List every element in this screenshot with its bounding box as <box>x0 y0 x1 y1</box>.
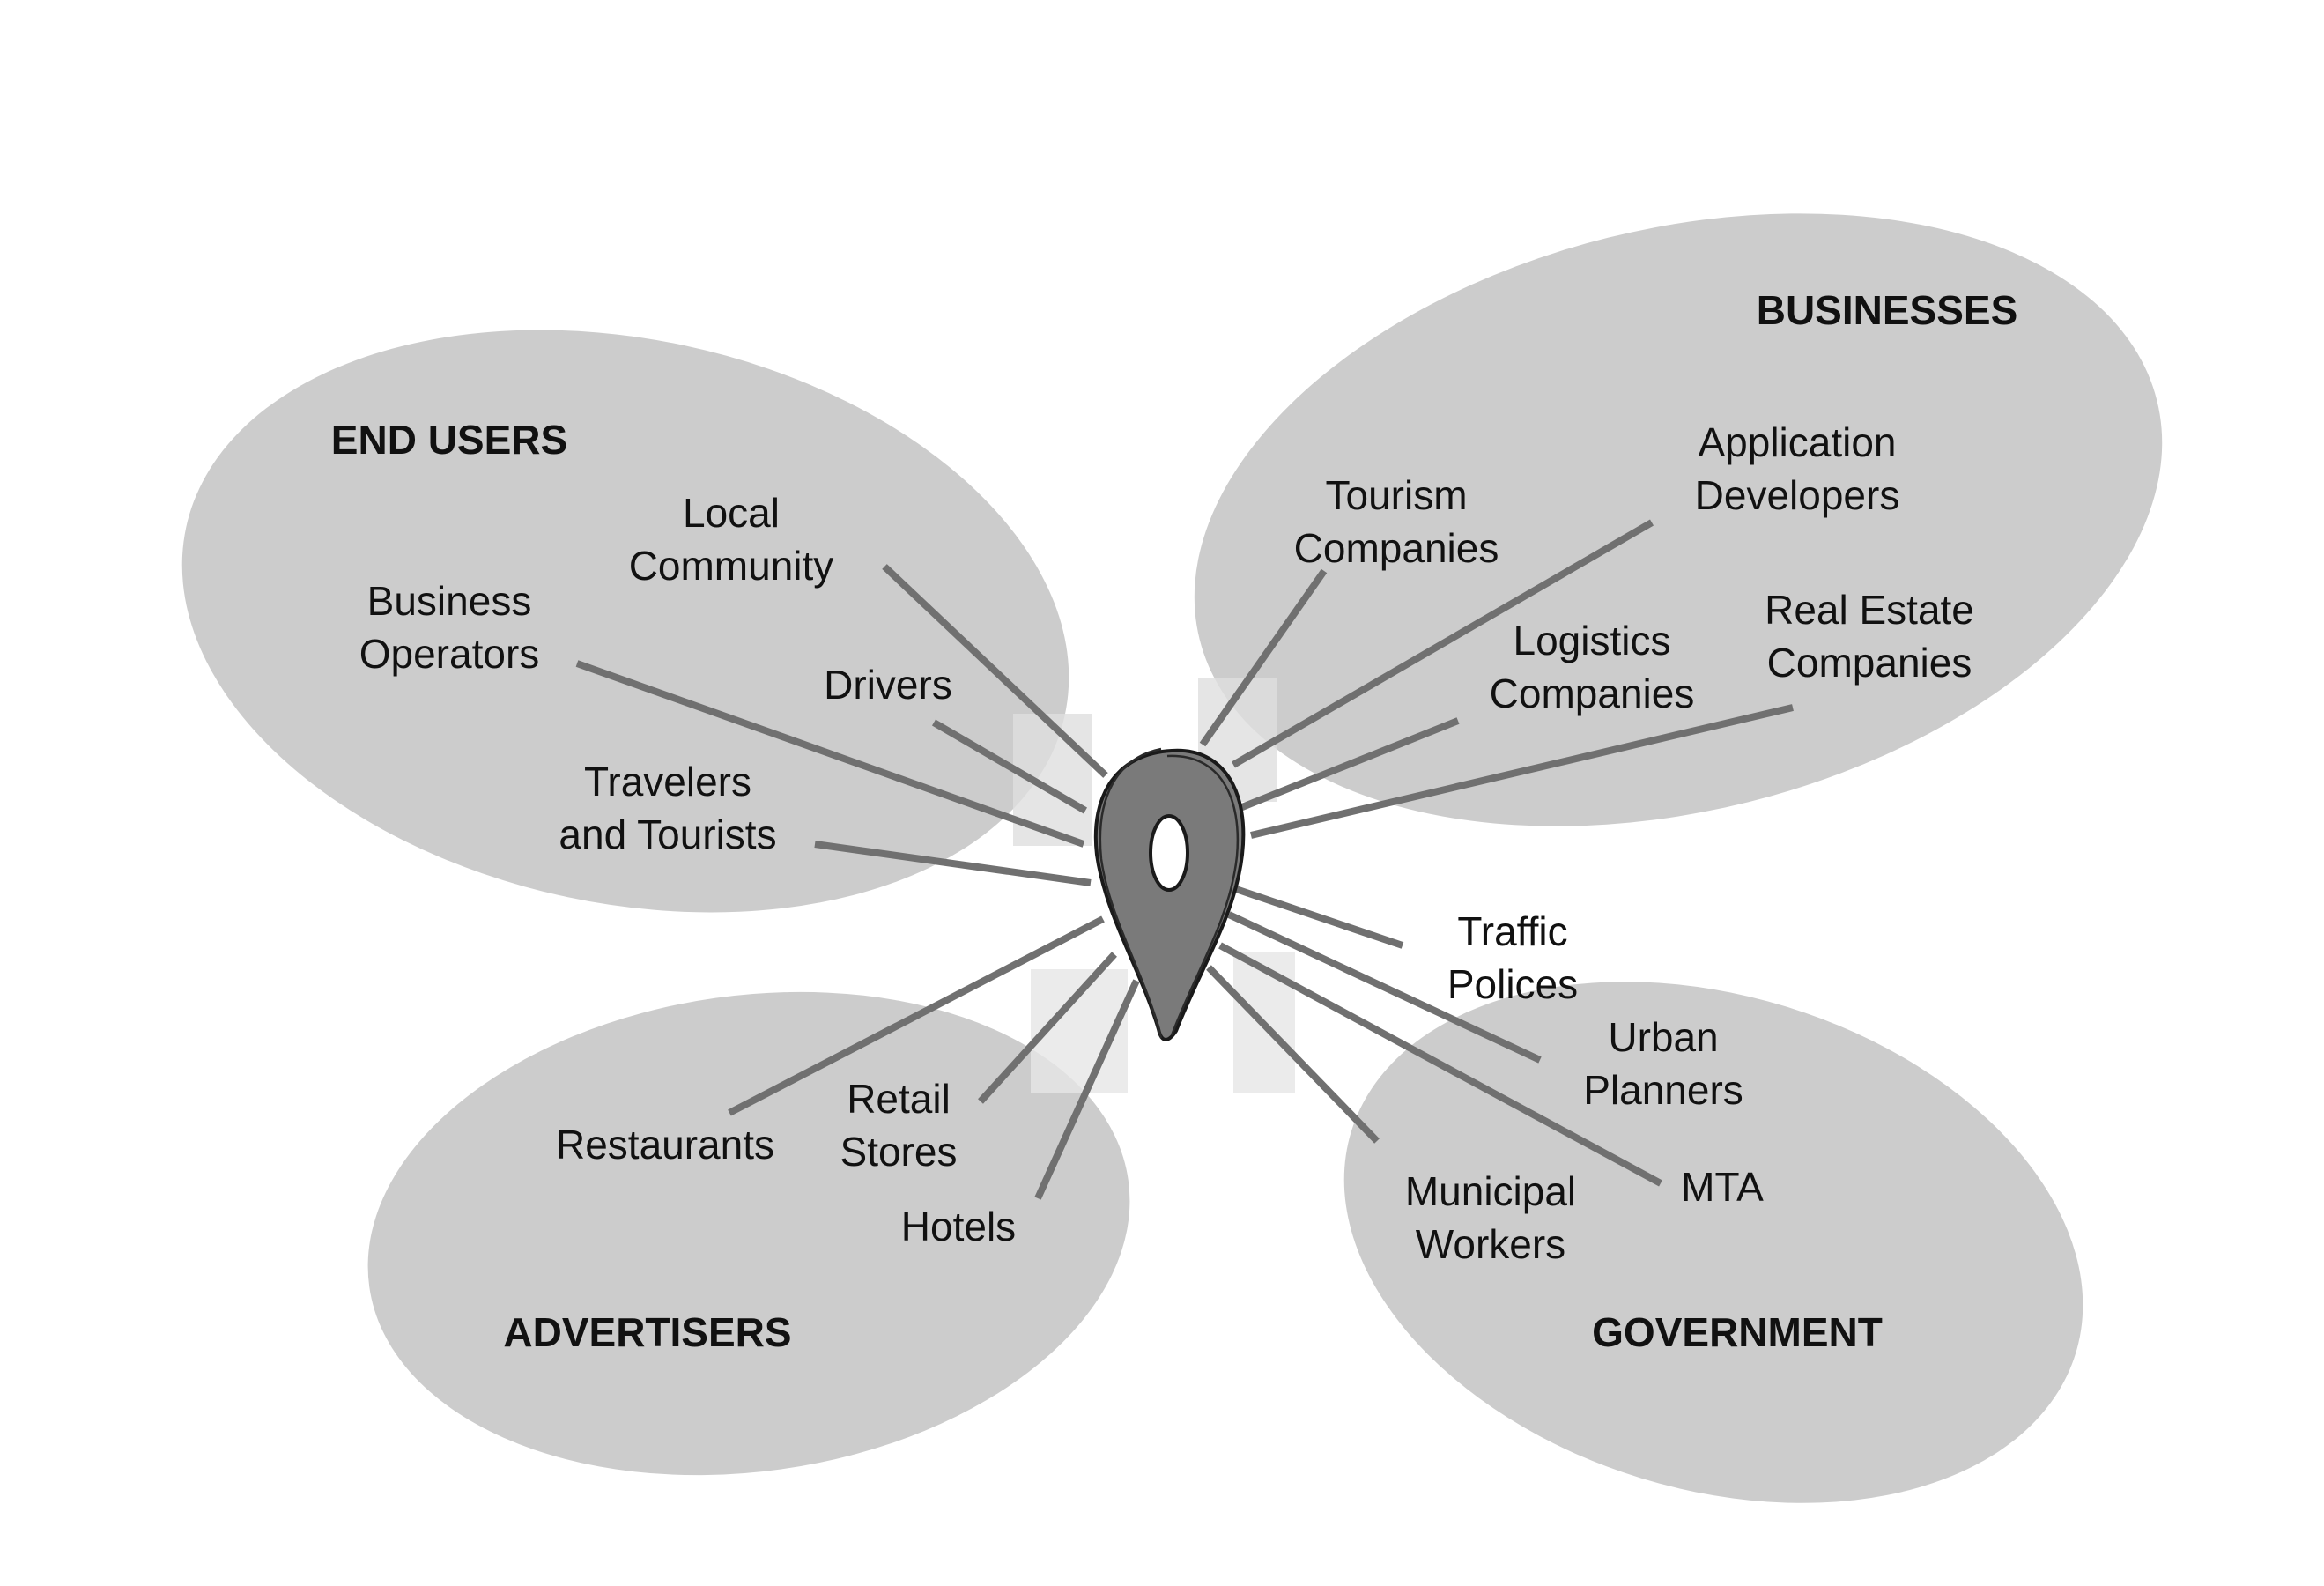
label-community: Community <box>629 543 834 589</box>
label-municipal: Municipal <box>1405 1168 1576 1214</box>
advertisers-petal <box>367 991 1130 1476</box>
label-logistics-companies: Companies <box>1490 671 1695 716</box>
label-retail: Retail <box>847 1076 951 1122</box>
spoke-restaurants <box>728 915 1105 1116</box>
label-tourism-companies: Companies <box>1294 525 1499 571</box>
spoke-application-developers <box>1231 519 1654 768</box>
spokes <box>575 519 1794 1200</box>
end-users-petal <box>181 330 1069 913</box>
government-title: GOVERNMENT <box>1592 1309 1883 1355</box>
spoke-urban-planners <box>1227 911 1542 1064</box>
label-workers: Workers <box>1416 1221 1565 1267</box>
label-tourism: Tourism <box>1325 472 1467 518</box>
label-mta: MTA <box>1681 1164 1764 1210</box>
label-travelers: Travelers <box>584 759 751 804</box>
label-local: Local <box>683 490 780 536</box>
spoke-traffic-polices <box>1232 885 1404 949</box>
label-developers: Developers <box>1695 472 1900 518</box>
label-real-estate: Real Estate <box>1765 587 1974 633</box>
label-real-estate-companies: Companies <box>1767 640 1972 686</box>
label-business: Business <box>367 578 532 624</box>
label-operators: Operators <box>359 631 540 677</box>
label-logistics: Logistics <box>1514 618 1671 663</box>
label-polices: Polices <box>1447 961 1578 1007</box>
label-stores: Stores <box>840 1129 958 1175</box>
label-restaurants: Restaurants <box>556 1122 774 1167</box>
label-and-tourists: and Tourists <box>559 812 776 857</box>
spoke-logistics-companies <box>1236 717 1460 812</box>
spoke-mta <box>1218 942 1662 1187</box>
spoke-retail-stores <box>978 952 1117 1104</box>
end-users-title: END USERS <box>331 417 567 463</box>
advertisers-title: ADVERTISERS <box>503 1309 791 1355</box>
spoke-travelers <box>814 841 1092 886</box>
businesses-petal <box>1194 213 2163 826</box>
label-traffic: Traffic <box>1457 908 1567 954</box>
label-drivers: Drivers <box>824 662 952 708</box>
spoke-municipal-workers <box>1206 965 1380 1144</box>
spoke-real-estate-companies <box>1250 704 1794 839</box>
businesses-title: BUSINESSES <box>1757 287 2018 333</box>
spoke-hotels <box>1034 979 1140 1200</box>
spoke-business-operators <box>575 660 1085 848</box>
label-urban: Urban <box>1608 1014 1718 1060</box>
label-hotels: Hotels <box>901 1204 1016 1249</box>
label-planners: Planners <box>1583 1067 1743 1113</box>
spoke-drivers <box>931 719 1088 814</box>
spoke-tourism-companies <box>1199 568 1328 747</box>
label-application: Application <box>1698 419 1896 465</box>
spoke-local-community <box>882 564 1108 778</box>
map-pin-icon <box>1093 747 1246 1041</box>
